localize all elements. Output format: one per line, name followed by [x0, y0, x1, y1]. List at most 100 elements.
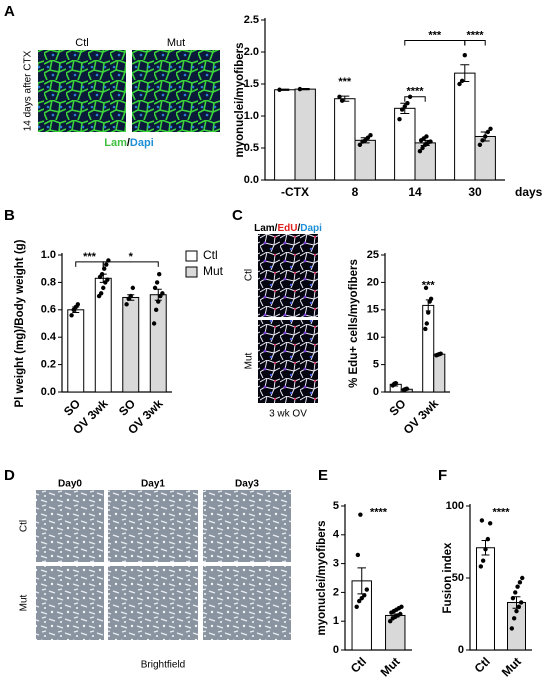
data-point: [479, 518, 485, 523]
data-point: [98, 291, 104, 296]
stain-name: Lam: [254, 223, 275, 234]
y-tick-label: 1.0: [41, 249, 56, 261]
micrograph: [203, 566, 291, 640]
significance-label: ***: [338, 76, 352, 88]
x-tick-label: 30: [468, 185, 482, 199]
image-caption: 3 wk OV: [269, 409, 307, 420]
data-point: [509, 626, 515, 631]
data-point: [358, 512, 363, 517]
data-point: [154, 280, 160, 285]
x-tick-label: -CTX: [281, 185, 309, 199]
y-tick-label: 50: [452, 572, 464, 584]
bar: [474, 135, 496, 181]
stain-name: /: [127, 137, 130, 149]
y-tick-label: 10: [367, 331, 379, 343]
data-point: [75, 302, 81, 307]
stain-name: /: [297, 223, 300, 234]
y-tick-label: 100: [446, 500, 464, 512]
data-point: [105, 277, 110, 282]
data-point: [514, 608, 519, 614]
x-tick-label: SO: [386, 396, 408, 418]
y-tick-label: 2: [333, 586, 339, 598]
data-point: [478, 564, 484, 569]
bar: [422, 304, 435, 393]
data-point: [364, 587, 370, 592]
data-point: [511, 616, 517, 621]
y-tick-label: 0.4: [41, 331, 57, 343]
error-bar: [280, 88, 290, 91]
data-point: [355, 552, 361, 558]
significance-label: ****: [370, 506, 388, 518]
data-point: [399, 107, 405, 112]
data-point: [277, 87, 282, 92]
y-tick-label: 1.0: [244, 110, 259, 122]
stain-legend: Lam/Dapi: [104, 137, 154, 149]
error-bar: [127, 294, 135, 301]
y-axis-label: % Edu+ cells/myofibers: [348, 259, 360, 388]
x-tick-label: 8: [352, 185, 359, 199]
y-tick-label: 20: [367, 276, 379, 288]
bar: [334, 98, 356, 181]
error-bar: [436, 353, 442, 356]
data-point: [480, 558, 486, 563]
stain-name: Dapi: [300, 223, 322, 234]
micrograph: [36, 566, 104, 640]
data-point: [153, 307, 159, 312]
significance-bracket: [464, 39, 486, 46]
data-point: [517, 580, 523, 585]
panel-label: D: [4, 467, 15, 484]
y-tick-label: 5: [373, 359, 379, 371]
y-tick-label: 0.2: [41, 359, 56, 371]
x-tick-label: SO: [61, 396, 83, 418]
x-tick-label: Mut: [378, 654, 403, 679]
y-tick-label: 2.5: [244, 14, 259, 26]
y-tick-label: 0: [333, 644, 339, 656]
y-tick-label: 0.0: [244, 174, 259, 186]
stain-name: Dapi: [130, 137, 154, 149]
significance-label: ****: [406, 86, 424, 98]
data-point: [457, 81, 462, 87]
y-tick-label: 4: [333, 529, 340, 541]
error-bar: [512, 596, 521, 609]
significance-label: ****: [492, 506, 510, 518]
micrograph: [108, 566, 198, 640]
image-column-label: Mut: [167, 37, 185, 49]
error-bar: [154, 288, 162, 301]
data-point: [424, 321, 429, 326]
data-point: [102, 266, 107, 271]
y-tick-label: 1: [333, 615, 339, 627]
y-axis-label: myonuclei/myofibers: [234, 42, 246, 157]
data-point: [488, 126, 493, 131]
data-point: [387, 619, 393, 624]
error-bar: [360, 137, 370, 144]
data-point: [515, 584, 520, 589]
panel-label: E: [318, 467, 328, 484]
significance-label: ***: [428, 29, 442, 41]
significance-label: ***: [422, 280, 436, 292]
y-tick-label: 0.8: [41, 276, 56, 288]
data-point: [354, 604, 359, 609]
data-point: [487, 521, 493, 526]
image-column-label: Ctl: [75, 37, 88, 49]
y-tick-label: 0.5: [244, 142, 259, 154]
data-point: [101, 285, 106, 291]
micrograph: [108, 490, 198, 562]
bar: [433, 353, 446, 393]
data-point: [357, 142, 363, 147]
image-row-label: Mut: [19, 594, 30, 611]
data-point: [420, 145, 425, 151]
error-bar: [481, 540, 490, 556]
error-bar: [404, 388, 410, 391]
image-row-label: Ctl: [19, 520, 30, 532]
x-tick-label: Ctl: [472, 654, 493, 675]
micrograph: [36, 490, 104, 562]
panel-label: F: [438, 467, 447, 484]
error-bar: [72, 306, 80, 314]
data-point: [477, 142, 483, 147]
data-point: [417, 149, 423, 154]
data-point: [69, 313, 74, 318]
image-column-label: Day3: [235, 479, 259, 490]
data-point: [424, 134, 429, 139]
bar: [476, 547, 495, 651]
